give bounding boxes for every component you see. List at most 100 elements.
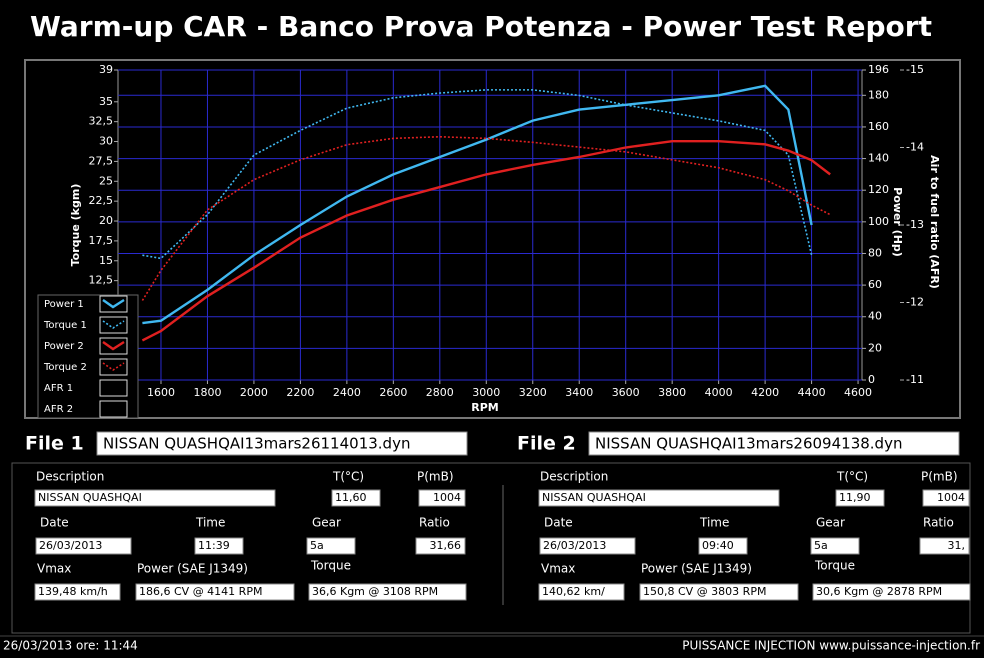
y2-tick-label: 160 bbox=[868, 120, 889, 133]
legend bbox=[37, 294, 139, 419]
field-box bbox=[34, 583, 121, 601]
x-axis-label: RPM bbox=[471, 401, 498, 414]
y2-tick-label: 120 bbox=[868, 183, 889, 196]
field-label: Description bbox=[36, 470, 104, 484]
field-box bbox=[698, 537, 748, 555]
field-label: Date bbox=[40, 516, 69, 530]
y-tick-label: 22,5 bbox=[89, 194, 114, 207]
y-tick-label: 27,5 bbox=[89, 154, 114, 167]
field-box bbox=[812, 583, 971, 601]
y-tick-label: 25 bbox=[99, 174, 113, 187]
field-value: 11,60 bbox=[335, 491, 367, 504]
field-value: 26/03/2013 bbox=[543, 539, 606, 552]
y3-tick-label: -15 bbox=[906, 63, 924, 76]
series-line bbox=[141, 139, 831, 342]
y3-axis-label: Air to fuel ratio (AFR) bbox=[928, 155, 941, 289]
legend-swatch bbox=[99, 295, 128, 313]
field-label: P(mB) bbox=[921, 470, 958, 484]
x-tick-label: 2600 bbox=[379, 386, 407, 399]
field-label: Date bbox=[544, 516, 573, 530]
file-label: File 2 bbox=[517, 433, 576, 455]
field-label: P(mB) bbox=[417, 470, 454, 484]
y2-tick-label: 180 bbox=[868, 88, 889, 101]
field-box bbox=[810, 537, 860, 555]
field-value: 36,6 Kgm @ 3108 RPM bbox=[312, 585, 438, 598]
x-tick-label: 4000 bbox=[705, 386, 733, 399]
x-tick-label: 2400 bbox=[333, 386, 361, 399]
field-label: Ratio bbox=[923, 516, 954, 530]
field-box bbox=[331, 489, 381, 507]
field-value: 5a bbox=[814, 539, 828, 552]
legend-label: Power 1 bbox=[44, 299, 84, 310]
plot-area bbox=[117, 69, 863, 381]
y3-tick-label: -12 bbox=[906, 296, 924, 309]
legend-label: AFR 1 bbox=[44, 383, 73, 394]
y2-tick-label: 140 bbox=[868, 152, 889, 165]
legend-label: Torque 2 bbox=[43, 362, 87, 373]
field-label: Description bbox=[540, 470, 608, 484]
x-tick-label: 1600 bbox=[147, 386, 175, 399]
field-value: 30,6 Kgm @ 2878 RPM bbox=[816, 585, 942, 598]
field-value: NISSAN QUASHQAI bbox=[542, 491, 646, 504]
series-line bbox=[141, 135, 831, 301]
field-box bbox=[539, 537, 636, 555]
field-box bbox=[418, 489, 466, 507]
x-tick-label: 2800 bbox=[426, 386, 454, 399]
file-box bbox=[96, 431, 468, 456]
legend-swatch bbox=[99, 379, 128, 397]
series-group bbox=[141, 84, 831, 342]
field-value: 1004 bbox=[433, 491, 461, 504]
field-label: Time bbox=[699, 516, 729, 530]
footer-right: PUISSANCE INJECTION www.puissance-inject… bbox=[682, 639, 980, 653]
legend-swatch bbox=[99, 358, 128, 376]
y-tick-label: 39 bbox=[99, 63, 113, 76]
legend-line bbox=[102, 320, 125, 329]
field-value: 31, bbox=[948, 539, 966, 552]
y3-tick-label: -14 bbox=[906, 141, 924, 154]
field-box bbox=[919, 537, 970, 555]
y3-tick-label: -13 bbox=[906, 218, 924, 231]
field-box bbox=[922, 489, 970, 507]
x-tick-label: 3000 bbox=[472, 386, 500, 399]
legend-swatch bbox=[99, 337, 128, 355]
series-line bbox=[142, 89, 813, 260]
y3-tick-label: -11 bbox=[906, 373, 924, 386]
x-tick-label: 3600 bbox=[612, 386, 640, 399]
legend-line bbox=[102, 298, 125, 309]
y2-tick-label: 60 bbox=[868, 278, 882, 291]
field-value: 140,62 km/ bbox=[542, 585, 605, 598]
x-tick-label: 3200 bbox=[519, 386, 547, 399]
y2-tick-label: 0 bbox=[868, 373, 875, 386]
field-value: NISSAN QUASHQAI bbox=[38, 491, 142, 504]
field-label: Vmax bbox=[37, 562, 71, 576]
y-tick-label: 30 bbox=[99, 135, 113, 148]
y-tick-label: 15 bbox=[99, 254, 113, 267]
y2-tick-label: 40 bbox=[868, 310, 882, 323]
file-name: NISSAN QUASHQAI13mars26094138.dyn bbox=[595, 435, 902, 453]
x-tick-label: 3400 bbox=[565, 386, 593, 399]
field-label: Ratio bbox=[419, 516, 450, 530]
y2-tick-label: 100 bbox=[868, 215, 889, 228]
file-label: File 1 bbox=[25, 433, 84, 455]
field-box bbox=[835, 489, 885, 507]
field-value: 11,90 bbox=[839, 491, 871, 504]
field-value: 31,66 bbox=[430, 539, 462, 552]
y2-tick-label: 20 bbox=[868, 341, 882, 354]
series-line bbox=[142, 84, 813, 325]
footer-left: 26/03/2013 ore: 11:44 bbox=[3, 639, 138, 653]
field-value: 186,6 CV @ 4141 RPM bbox=[139, 585, 262, 598]
x-tick-label: 3800 bbox=[658, 386, 686, 399]
file-box bbox=[588, 431, 960, 456]
x-tick-label: 4200 bbox=[751, 386, 779, 399]
field-label: Torque bbox=[814, 559, 855, 573]
field-box bbox=[538, 489, 780, 507]
legend-label: Power 2 bbox=[44, 341, 84, 352]
legend-swatch bbox=[99, 316, 128, 334]
field-box bbox=[308, 583, 467, 601]
field-label: T(°C) bbox=[836, 470, 868, 484]
y-tick-label: 12,5 bbox=[89, 274, 114, 287]
field-value: 09:40 bbox=[702, 539, 734, 552]
field-label: Torque bbox=[310, 559, 351, 573]
field-box bbox=[538, 583, 625, 601]
